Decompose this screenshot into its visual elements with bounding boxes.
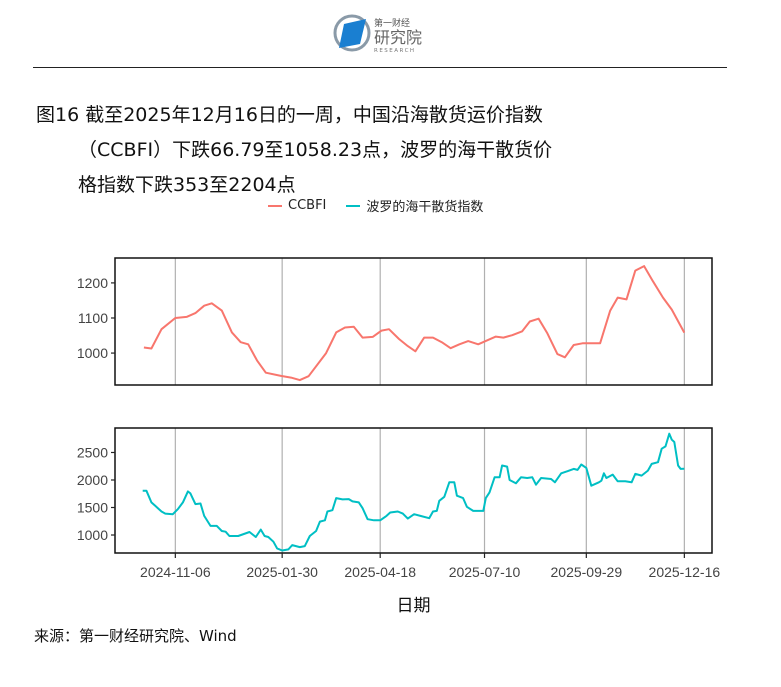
source-note: 来源：第一财经研究院、Wind [34,627,237,645]
logo: 第一财经 研究院 RESEARCH [333,14,422,54]
x-axis-label: 日期 [397,596,431,616]
x-tick-label: 2025-04-18 [344,564,416,580]
panel-frame [114,427,713,554]
y-tick-label: 1500 [77,500,108,516]
legend-key-bdi [346,204,361,207]
legend: CCBFI 波罗的海干散货指数 [268,196,483,215]
svg-text:RESEARCH: RESEARCH [374,48,416,54]
figure-title-line3: 格指数下跌353至2204点 [78,174,296,196]
y-tick-label: 1000 [77,345,108,361]
series-line-bdi [142,432,685,552]
header-divider [33,67,727,68]
series-line-ccbfi [143,265,686,382]
x-tick-label: 2025-12-16 [649,564,721,580]
svg-text:研究院: 研究院 [374,28,422,47]
y-tick-label: 1100 [78,310,108,326]
legend-key-ccbfi [268,204,282,207]
x-tick-label: 2024-11-06 [140,564,211,580]
y-tick-label: 2500 [77,444,108,460]
svg-text:第一财经: 第一财经 [374,17,410,29]
x-tick-label: 2025-09-29 [551,564,623,580]
figure-title-line1: 图16 截至2025年12月16日的一周，中国沿海散货运价指数 [36,104,543,126]
legend-label-bdi: 波罗的海干散货指数 [366,200,484,215]
x-tick-label: 2025-01-30 [246,564,318,580]
x-tick-label: 2025-07-10 [449,564,521,580]
y-tick-label: 1000 [77,527,108,543]
panel-frame [114,257,713,386]
legend-label-ccbfi: CCBFI [288,198,327,213]
figure-title-line2: （CCBFI）下跌66.79至1058.23点，波罗的海干散货价 [78,139,553,161]
y-tick-label: 2000 [77,472,108,488]
y-tick-label: 1200 [77,275,108,291]
